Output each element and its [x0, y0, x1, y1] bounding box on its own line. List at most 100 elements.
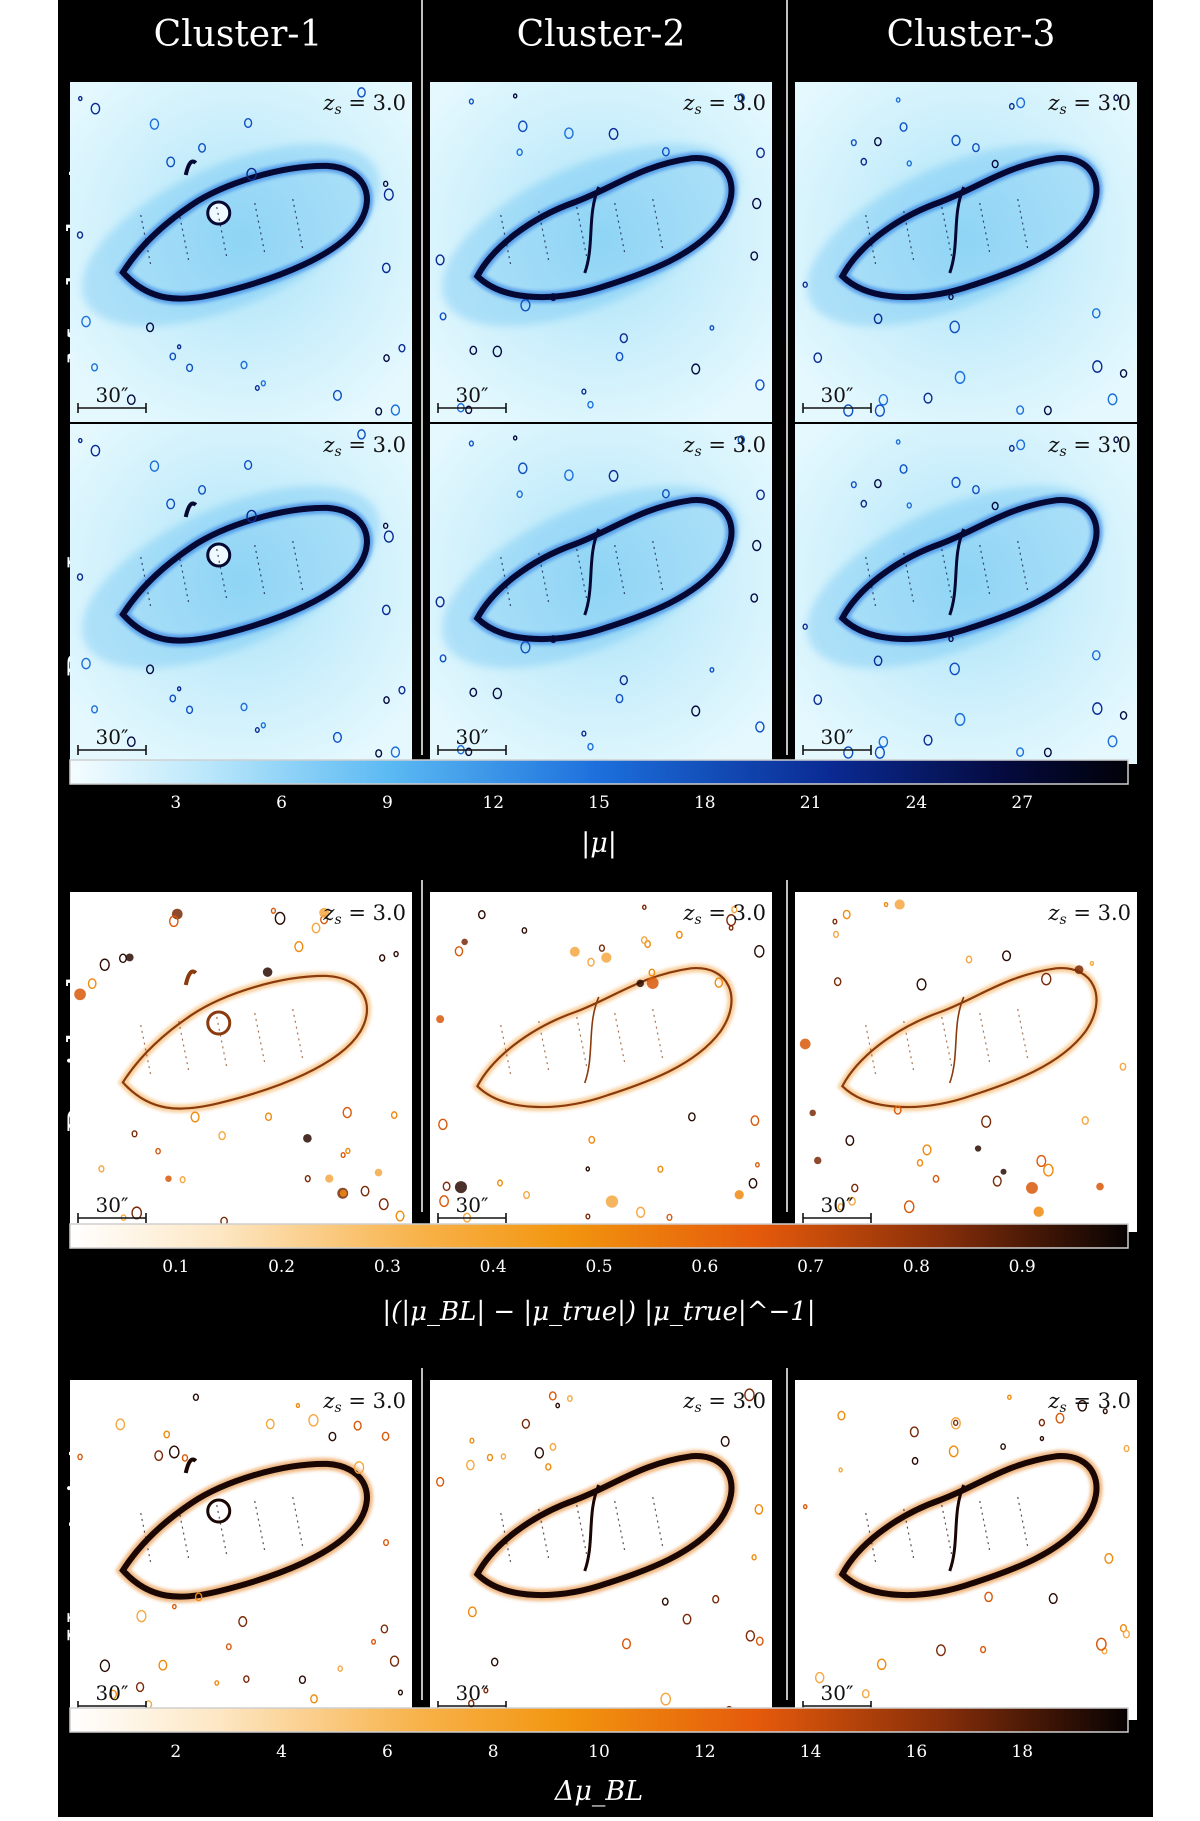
galaxy-ring [587, 400, 594, 409]
galaxy-ring [750, 593, 759, 603]
critical-curve [838, 497, 1100, 643]
galaxy-ring [845, 1135, 855, 1146]
galaxy-ring [661, 1597, 669, 1606]
galaxy-ring [466, 1459, 475, 1471]
inner-structure [979, 544, 991, 596]
scalebar-label: 30″ [96, 725, 129, 749]
critical-curve-group [799, 899, 1127, 1217]
galaxy-ring [755, 1636, 764, 1646]
galaxy-ring [149, 118, 160, 130]
galaxy-ring [523, 1190, 530, 1200]
galaxy-blob [319, 907, 330, 918]
galaxy-ring [750, 1115, 760, 1126]
protrusion [183, 969, 198, 986]
galaxy-ring [1089, 960, 1095, 967]
inner-structure [865, 1512, 877, 1564]
inner-caustic [948, 528, 966, 616]
galaxy-ring [1043, 747, 1052, 758]
galaxy-blob [125, 953, 134, 962]
galaxy-ring [588, 1135, 596, 1144]
critical-curve [838, 155, 1100, 301]
galaxy-blob [636, 979, 644, 988]
inner-structure [865, 1024, 877, 1076]
galaxy-ring [270, 907, 277, 914]
inner-structure [614, 544, 626, 596]
colorbar-tick-label: 24 [906, 793, 928, 813]
galaxy-ring [163, 1430, 171, 1439]
scalebar-label: 30″ [456, 725, 489, 749]
galaxy-ring [99, 958, 110, 971]
galaxy-ring [382, 522, 389, 530]
galaxy-ring [661, 147, 670, 157]
galaxy-ring [874, 746, 886, 759]
colorbar-tick-label: 10 [588, 1742, 610, 1762]
galaxy-ring [682, 1613, 692, 1625]
inner-structure [216, 1504, 228, 1556]
galaxy-ring [873, 655, 883, 667]
galaxy-blob [894, 899, 905, 910]
scalebar-label: 30″ [821, 1193, 854, 1217]
galaxy-ring [1113, 436, 1120, 444]
column-separators [421, 0, 788, 1700]
galaxy-ring [850, 139, 857, 147]
colorbar-tick-label: 15 [588, 793, 610, 813]
galaxy-ring [397, 1689, 404, 1696]
galaxy-ring [951, 134, 961, 147]
galaxy-ring [833, 977, 842, 987]
galaxy-ring [371, 1638, 377, 1645]
inner-structure [538, 1508, 550, 1560]
galaxy-ring [340, 1152, 346, 1159]
galaxy-ring [585, 1166, 591, 1172]
galaxy-ring [185, 363, 194, 373]
inner-structure [941, 1016, 953, 1068]
redshift-label: zs = 3.0 [682, 1389, 766, 1416]
colorbar-tick-label: 0.5 [585, 1257, 612, 1277]
inner-structure [1017, 1008, 1029, 1060]
galaxy-ring [90, 444, 101, 457]
galaxy-ring [843, 746, 854, 759]
galaxy-ring [238, 1616, 248, 1628]
galaxy-ring [87, 978, 97, 989]
galaxy-ring [755, 721, 765, 733]
galaxy-ring [566, 1395, 573, 1402]
panel-bayeslens-2: zs = 3.0 30″ [430, 424, 772, 764]
galaxy-ring [81, 315, 91, 328]
galaxy-ring [381, 604, 391, 616]
galaxy-ring [873, 313, 883, 325]
galaxy-ring [516, 490, 523, 499]
galaxy-ring [838, 1467, 843, 1473]
galaxy-ring [850, 481, 857, 489]
galaxy-ring [688, 1112, 696, 1122]
galaxy-blob [1026, 1181, 1038, 1194]
galaxy-ring [621, 1638, 632, 1650]
inner-structure [941, 548, 953, 600]
colorbar-mu-label: |μ| [581, 828, 617, 859]
inner-structure [254, 1012, 266, 1064]
galaxy-ring [878, 393, 889, 406]
galaxy-ring [311, 922, 321, 934]
galaxy-ring [991, 159, 999, 169]
galaxy-ring [948, 1445, 959, 1458]
galaxy-ring [218, 1131, 226, 1141]
galaxy-ring [984, 1591, 993, 1603]
galaxy-ring [608, 469, 619, 482]
galaxy-ring [168, 915, 179, 928]
inner-structure [979, 1500, 991, 1552]
galaxy-ring [357, 429, 366, 440]
scalebar-label: 30″ [821, 1681, 854, 1705]
galaxy-ring [254, 727, 260, 733]
panel-background [430, 892, 772, 1232]
galaxy-ring [619, 675, 628, 686]
inner-structure [178, 552, 190, 604]
inner-structure [614, 202, 626, 254]
galaxy-ring [240, 360, 248, 370]
galaxy-ring [145, 664, 155, 675]
scalebar-label: 30″ [96, 383, 129, 407]
galaxy-ring [874, 404, 886, 417]
colorbar-tick-label: 12 [694, 1742, 716, 1762]
galaxy-ring [383, 354, 390, 363]
panel-residuals-1: zs = 3.0 30″ [70, 892, 412, 1232]
galaxy-ring [500, 1453, 507, 1460]
galaxy-ring [492, 687, 503, 700]
galaxy-ring [1123, 1444, 1130, 1453]
